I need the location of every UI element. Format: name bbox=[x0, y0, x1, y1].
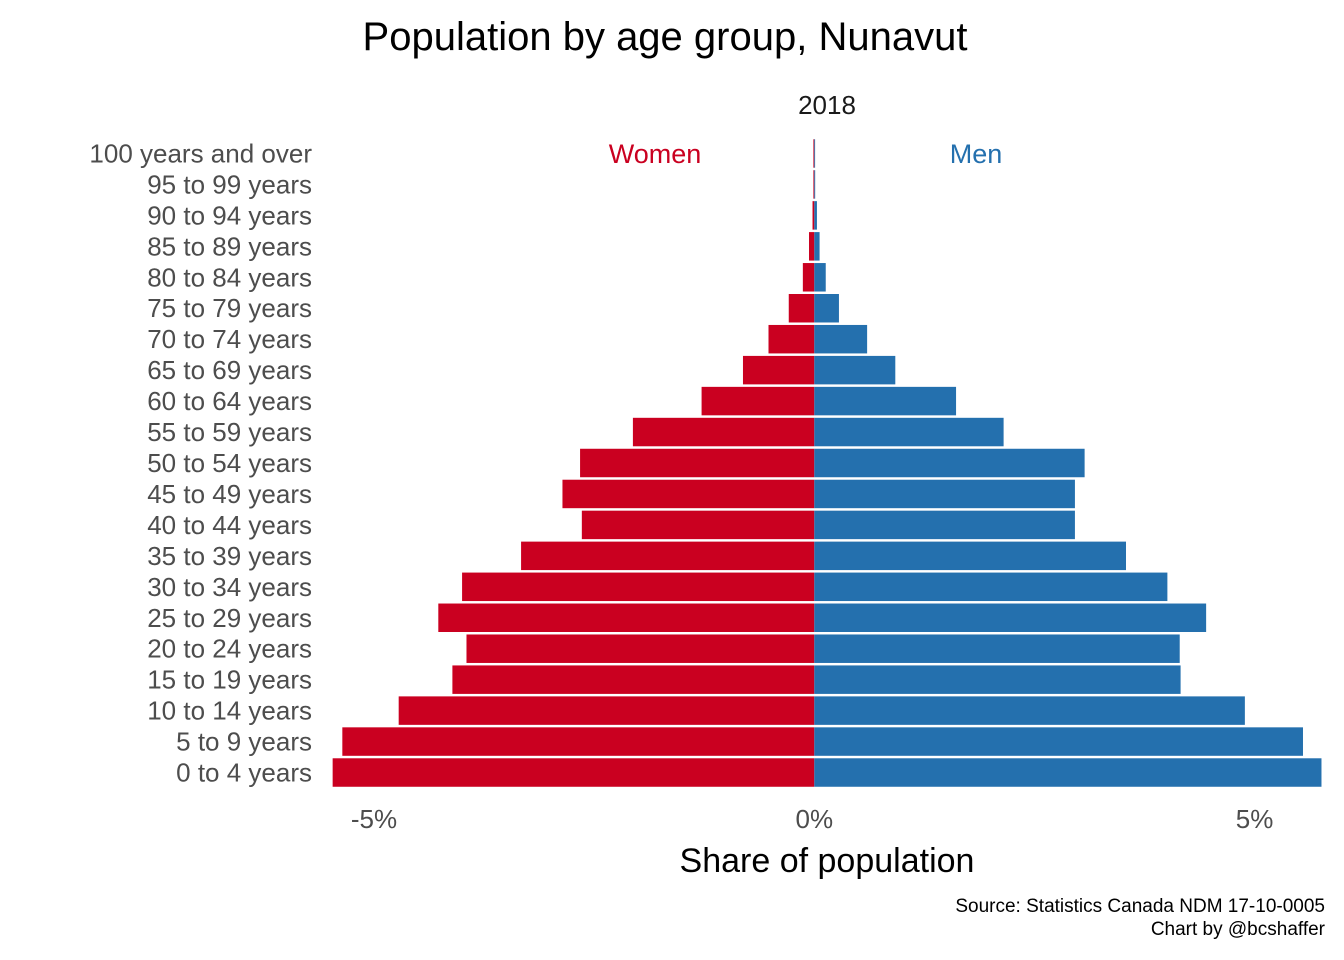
men-bar-4 bbox=[814, 634, 1180, 663]
x-axis-ticks: -5% 0% 5% bbox=[351, 804, 1273, 834]
men-bar-15 bbox=[814, 294, 839, 323]
category-label-14: 70 to 74 years bbox=[147, 324, 312, 354]
category-label-0: 0 to 4 years bbox=[176, 758, 312, 788]
women-bar-4 bbox=[466, 634, 815, 663]
x-tick-label-2: 5% bbox=[1236, 804, 1274, 834]
category-label-4: 20 to 24 years bbox=[147, 634, 312, 664]
women-bar-1 bbox=[342, 727, 815, 756]
men-bar-7 bbox=[814, 541, 1126, 571]
men-bar-1 bbox=[814, 727, 1303, 756]
women-bar-15 bbox=[788, 294, 815, 323]
women-bar-5 bbox=[438, 603, 815, 632]
women-bar-0 bbox=[332, 758, 815, 787]
women-bar-20 bbox=[813, 139, 815, 168]
women-bar-2 bbox=[398, 696, 815, 725]
men-bar-14 bbox=[814, 324, 868, 354]
category-label-1: 5 to 9 years bbox=[176, 727, 312, 757]
men-bar-12 bbox=[814, 386, 957, 416]
men-bar-19 bbox=[814, 170, 816, 199]
women-bar-9 bbox=[562, 479, 815, 509]
category-label-2: 10 to 14 years bbox=[147, 696, 312, 726]
women-bar-12 bbox=[701, 386, 815, 416]
x-tick-label-0: -5% bbox=[351, 804, 397, 834]
women-bar-7 bbox=[521, 541, 815, 571]
category-label-6: 30 to 34 years bbox=[147, 572, 312, 602]
women-bar-8 bbox=[581, 510, 815, 540]
men-bar-18 bbox=[814, 201, 817, 230]
category-label-5: 25 to 29 years bbox=[147, 603, 312, 633]
category-label-19: 95 to 99 years bbox=[147, 169, 312, 199]
category-label-20: 100 years and over bbox=[89, 138, 312, 168]
category-label-12: 60 to 64 years bbox=[147, 386, 312, 416]
x-tick-label-1: 0% bbox=[796, 804, 834, 834]
men-bar-13 bbox=[814, 355, 896, 385]
men-bar-11 bbox=[814, 417, 1004, 447]
category-label-15: 75 to 79 years bbox=[147, 293, 312, 323]
men-bar-9 bbox=[814, 479, 1075, 509]
category-label-3: 15 to 19 years bbox=[147, 665, 312, 695]
women-bar-17 bbox=[809, 232, 815, 261]
category-label-18: 90 to 94 years bbox=[147, 200, 312, 230]
men-bar-17 bbox=[814, 232, 820, 261]
caption-credit: Chart by @bcshaffer bbox=[1151, 919, 1326, 940]
category-label-10: 50 to 54 years bbox=[147, 448, 312, 478]
women-bar-19 bbox=[813, 170, 815, 199]
legend-men-label: Men bbox=[950, 139, 1003, 169]
x-axis-title: Share of population bbox=[680, 842, 975, 880]
men-bar-5 bbox=[814, 603, 1207, 632]
category-label-7: 35 to 39 years bbox=[147, 541, 312, 571]
chart-title: Population by age group, Nunavut bbox=[363, 15, 968, 59]
women-bar-10 bbox=[580, 448, 815, 478]
men-bar-10 bbox=[814, 448, 1085, 478]
women-bar-6 bbox=[462, 572, 815, 602]
women-bar-3 bbox=[452, 665, 815, 694]
men-bar-16 bbox=[814, 263, 826, 292]
category-label-11: 55 to 59 years bbox=[147, 417, 312, 447]
women-bar-16 bbox=[802, 263, 815, 292]
chart-subtitle: 2018 bbox=[798, 90, 856, 120]
men-bar-8 bbox=[814, 510, 1075, 540]
men-bar-20 bbox=[814, 139, 816, 168]
category-label-17: 85 to 89 years bbox=[147, 231, 312, 261]
men-bar-2 bbox=[814, 696, 1245, 725]
men-bar-0 bbox=[814, 758, 1322, 787]
men-bar-6 bbox=[814, 572, 1168, 602]
women-bar-14 bbox=[768, 324, 815, 354]
category-label-8: 40 to 44 years bbox=[147, 510, 312, 540]
women-bar-18 bbox=[812, 201, 815, 230]
men-bar-3 bbox=[814, 665, 1181, 694]
legend-women-label: Women bbox=[609, 139, 702, 169]
category-label-9: 45 to 49 years bbox=[147, 479, 312, 509]
category-label-13: 65 to 69 years bbox=[147, 355, 312, 385]
bars-layer bbox=[332, 139, 1322, 787]
women-bar-11 bbox=[632, 417, 815, 447]
women-bar-13 bbox=[742, 355, 815, 385]
caption-source: Source: Statistics Canada NDM 17-10-0005 bbox=[955, 896, 1325, 917]
category-label-16: 80 to 84 years bbox=[147, 262, 312, 292]
